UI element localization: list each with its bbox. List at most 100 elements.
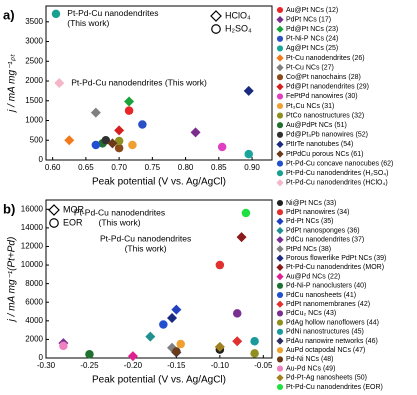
legend-label: Pt-Pd-Cu nanodendrites (EOR) [286,384,383,391]
legend-label: Au-Pd NCs (49) [286,365,335,372]
legend-marker [276,112,284,119]
legend-marker [276,227,284,235]
data-point [114,125,125,136]
legend-marker [276,140,284,148]
legend-marker [276,35,284,42]
plot-frame [45,199,273,359]
legend-label: PtCo nanostructures (32) [286,112,364,119]
data-point [124,106,134,115]
legend-label: PdCu nanodendrites (37) [286,237,364,244]
legend-marker [276,310,284,317]
data-point [167,313,178,324]
data-point [214,341,225,352]
legend-marker [276,179,284,187]
y-tick-label: 14000 [21,223,44,232]
legend-marker [276,16,284,24]
panel-label: a) [3,7,15,22]
legend-marker [276,54,284,62]
data-point [51,9,61,19]
legend-label: Pd-Pt-Ag nanosheets (50) [286,375,367,382]
data-point [107,138,118,149]
data-point [127,351,138,362]
y-axis-label: j / mA mg⁻¹ₚₜ [7,53,18,114]
x-tick-label: -0.05 [254,361,273,370]
legend-label: PdPt NCs (17) [286,16,331,23]
legend-label: PtPdCu porous NCs (61) [286,151,363,158]
legend-label: PdCu₂ NCs (43) [286,310,336,317]
x-axis-label: Peak potential (V vs. Ag/AgCl) [92,375,226,386]
legend-label: Pd-Ni-P nanoclusters (40) [286,283,366,290]
legend-label: Pt-Cu nanodendrites (26) [286,55,365,62]
legend-label: FePtPd nanowires (30) [286,93,358,100]
legend-marker [276,245,284,253]
data-point [85,350,94,359]
y-tick-label: 0 [39,155,44,164]
legend-label: AuPd octapodal NCs (47) [286,347,365,354]
legend-marker [276,6,284,14]
legend-label: PdNi nanostructures (45) [286,329,364,336]
data-point [236,232,247,243]
data-point [250,337,259,346]
legend-label: PtIrTe nanotubes (54) [286,141,353,148]
annotation: (This work) [99,217,141,227]
legend-label: Pd@Pt NCs (23) [286,26,338,33]
marker-key-symbol [211,24,221,34]
legend-label: PdPt nanomembranes (42) [286,301,370,308]
data-point [190,127,201,138]
data-point [215,260,225,270]
x-tick-label: -0.20 [124,361,143,370]
data-point [59,341,68,351]
legend-label: PdPt nanosponges (36) [286,227,360,234]
legend-marker [276,291,284,299]
x-tick-label: -0.15 [167,361,186,370]
data-point [241,208,251,218]
y-tick-label: 500 [30,135,44,144]
x-tick-label: 0.75 [145,163,161,172]
x-tick-label: 0.60 [45,163,61,172]
legend-marker [276,217,284,225]
y-tick-label: 1500 [25,96,43,105]
data-point [101,136,111,145]
legend-marker [276,150,284,158]
legend-label: PdCu nanosheets (41) [286,292,356,299]
legend-marker [276,383,284,391]
data-point [172,347,181,356]
y-tick-label: 16000 [21,204,44,213]
legend-label: Ni@Pt NCs (33) [286,200,336,207]
annotation: Pt-Pd-Cu nanodendrites [67,8,158,18]
legend-marker [276,25,284,33]
legend-label: PdAu nanowire networks (46) [286,338,378,345]
legend-label: Pt-Pd-Cu nanodendrites (H₂SO₄) [286,170,388,177]
legend-marker [276,263,284,271]
legend-marker [276,328,284,335]
data-point [91,140,101,150]
x-tick-label: 0.90 [244,163,260,172]
x-tick-label: 0.65 [78,163,94,172]
annotation: (This work) [125,243,167,253]
data-point [145,331,156,342]
legend-label: Pt-Pd-Cu nanodendrites (MOR) [286,264,384,271]
marker-key-label: MOR [63,204,84,214]
data-point [171,304,182,315]
legend-label: Pd-Pt NCs (35) [286,218,333,225]
data-point [217,142,227,152]
legend-marker [276,347,284,354]
legend-marker [276,374,284,382]
legend-marker [276,365,284,372]
legend-label: Pd@Pt nanodendrites (29) [286,84,369,91]
legend-marker [276,282,284,289]
legend-label: Pt-Ni-P NCs (24) [286,36,338,43]
y-tick-label: 2500 [25,56,43,65]
y-axis-label: j / mA mg⁻¹(Pt+Pd) [7,237,18,324]
legend-label: PtPd NCs (38) [286,246,331,253]
legend-marker [276,356,284,363]
y-tick-label: 6000 [25,297,43,306]
x-axis-label: Peak potential (V vs. Ag/AgCl) [92,177,226,188]
data-point [138,120,147,129]
data-point [232,309,242,318]
data-point [176,339,185,349]
y-tick-label: 1000 [25,116,43,125]
plot-frame [45,5,273,161]
annotation: Pt-Pd-Cu nanodendrites [74,207,165,217]
